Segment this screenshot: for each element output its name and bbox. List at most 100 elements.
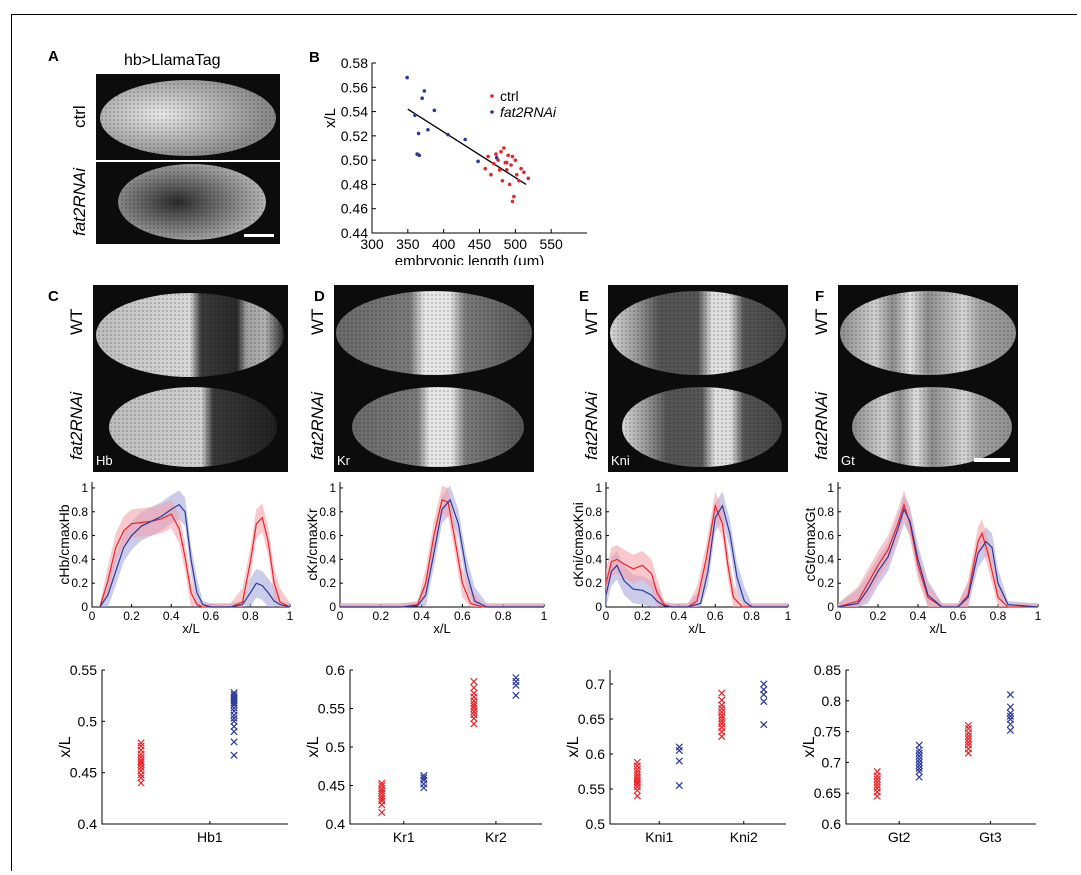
y-tick-label: 0.45 [318,778,345,794]
data-point-fat2rnai [1006,703,1015,711]
y-tick-label: 0.54 [341,104,368,120]
data-point-ctrl [633,758,641,767]
data-point-ctrl [873,778,881,786]
data-point-ctrl [519,166,523,171]
data-point-fat2rnai [1006,715,1015,723]
category-label: Hb1 [197,829,223,845]
f-label-fat2rnai: fat2RNAi [812,391,831,460]
y-tick-label: 0 [329,600,336,614]
data-point-fat2rnai [760,720,768,729]
gene-label-gt: Gt [841,453,855,468]
x-axis-label: x/L [688,621,705,636]
y-tick-label: 0.48 [341,176,368,192]
data-point-ctrl [873,768,881,776]
row-label-ctrl: ctrl [70,105,89,128]
y-tick-label: 0 [81,600,88,614]
data-point-ctrl [517,178,521,183]
y-tick-label: 0.52 [341,128,368,144]
chart-e-positions: 0.5 0.55 0.6 0.65 0.7 Kni1 Kni2 x/L [565,670,786,845]
x-tick-label: 300 [360,236,384,252]
data-point-ctrl [378,781,386,790]
data-point-fat2rnai [760,680,768,688]
data-point-ctrl [510,154,515,159]
x-tick-label: 0.8 [495,609,512,623]
data-point-ctrl [873,775,881,783]
data-point-ctrl [507,182,512,187]
chart-f-positions: 0.6 0.65 0.7 0.75 0.8 0.85 Gt2 Gt3 x/L [801,662,1036,845]
y-tick-label: 0.8 [319,505,336,519]
y-tick-label: 0.7 [822,754,842,770]
y-tick-label: 0.4 [71,552,88,566]
x-tick-label: 0.8 [990,609,1007,623]
y-tick-label: 0.4 [817,552,834,566]
data-point-ctrl [633,774,641,782]
legend-label-fat2rnai: fat2RNAi [500,104,557,120]
data-point-ctrl [718,714,726,722]
y-tick-label: 1 [81,481,88,495]
data-point-ctrl [504,160,509,165]
data-point-fat2rnai [416,131,421,136]
data-point-ctrl [514,172,519,177]
x-tick-label: 0.4 [910,609,927,623]
data-point-ctrl [633,762,641,770]
y-axis-label: x/L [305,736,322,757]
y-axis-label: x/L [57,736,74,757]
x-axis-label: x/L [182,621,199,636]
data-point-ctrl [964,741,973,749]
axes [609,670,786,825]
x-tick-label: 0.8 [242,609,259,623]
y-axis-label: cKni/cmaxKni [570,502,586,587]
y-axis-label: x/L [322,108,339,128]
d-label-wt: WT [308,308,327,335]
data-point-ctrl [718,720,726,728]
y-tick-label: 0.65 [814,785,841,801]
y-tick-label: 0 [595,600,602,614]
legend-marker-ctrl [490,94,494,98]
data-point-ctrl [718,696,726,704]
y-tick-label: 0 [827,600,834,614]
axes [371,63,587,234]
panel-letter-a: A [48,48,59,65]
y-tick-label: 0.4 [319,552,336,566]
series-line-ctrl [340,499,544,608]
y-tick-label: 0.45 [70,765,97,781]
panel-letter-d: D [314,288,325,305]
data-point-ctrl [633,792,641,800]
panel-e-image: Kni [608,285,788,472]
y-tick-label: 0.7 [586,676,606,692]
data-point-fat2rnai [675,743,683,751]
data-point-fat2rnai [915,768,923,776]
data-point-ctrl [500,178,505,183]
series-line-fat2rnai [99,503,291,608]
y-tick-label: 0.2 [585,576,602,590]
data-point-ctrl [470,684,478,692]
data-point-fat2rnai [230,727,238,736]
data-point-ctrl [470,700,478,708]
data-point-ctrl [718,723,726,732]
y-tick-label: 0.55 [318,701,345,717]
data-point-fat2rnai [230,707,238,715]
data-point-fat2rnai [915,752,923,760]
data-point-ctrl [512,194,516,199]
y-tick-label: 0.65 [578,711,605,727]
x-tick-label: 0 [89,609,96,623]
category-label: Kni1 [645,829,673,845]
chart-d-positions: 0.4 0.45 0.5 0.55 0.6 Kr1 Kr2 x/L [305,662,542,845]
data-point-ctrl [506,153,510,158]
data-point-ctrl [137,739,145,747]
y-tick-label: 0.8 [817,505,834,519]
data-point-fat2rnai [230,722,238,731]
category-label: Kr2 [485,829,507,845]
y-tick-label: 0.50 [341,152,368,168]
y-tick-label: 0.46 [341,201,368,217]
error-band-ctrl [340,485,544,607]
data-point-ctrl [633,786,641,795]
data-point-ctrl [513,158,518,162]
chart-e-profile: 0 0.2 0.4 0.6 0.8 1 0 0.2 0.4 0.6 0.8 1 x/L cKni/cmax… [570,481,792,636]
data-point-ctrl [470,702,478,710]
error-band-ctrl [99,499,290,607]
y-tick-label: 0.75 [814,724,841,740]
c-label-wt: WT [67,308,86,335]
e-label-fat2rnai: fat2RNAi [582,391,601,460]
chart-d-profile: 0 0.2 0.4 0.6 0.8 1 0 0.2 0.4 0.6 0.8 1 x/L cKr/cmaxK… [304,481,548,636]
